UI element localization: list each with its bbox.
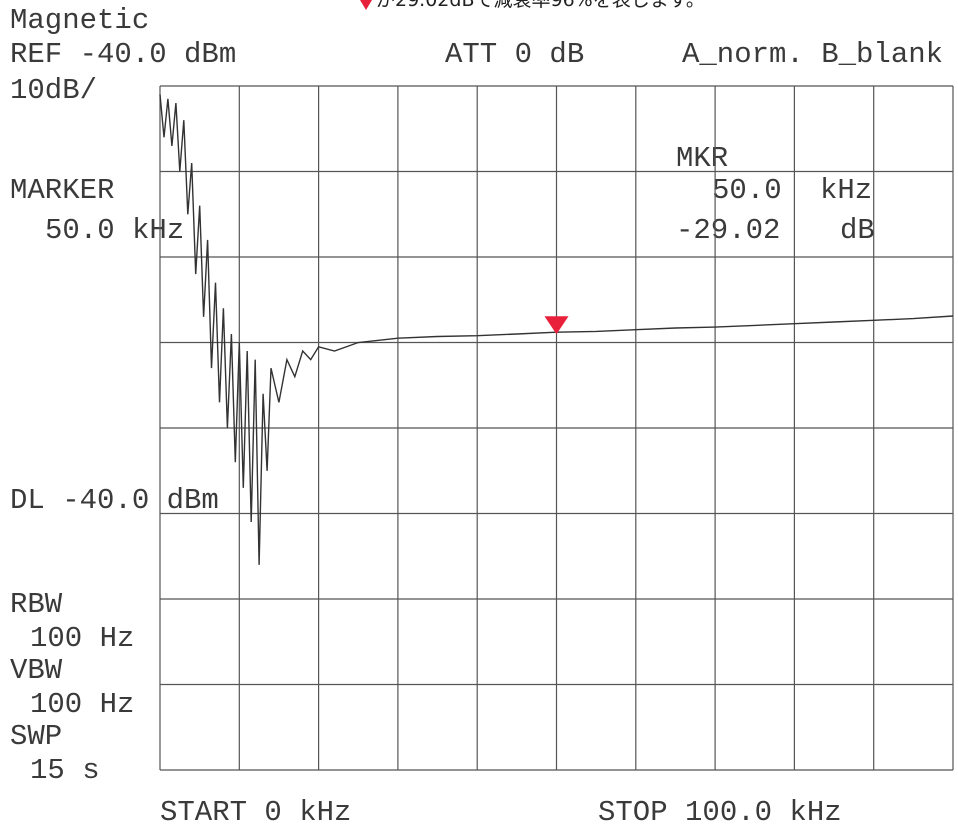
vbw-value: 100 Hz bbox=[30, 688, 134, 721]
vbw-label: VBW bbox=[10, 654, 63, 687]
sweep-value: 15 s bbox=[30, 754, 100, 787]
trace-mode: A_norm. B_blank bbox=[682, 38, 943, 71]
stop-frequency: STOP 100.0 kHz bbox=[598, 796, 842, 829]
mkr-readout-level: -29.02 bbox=[676, 214, 780, 247]
marker bbox=[544, 316, 569, 335]
caption-marker-icon bbox=[360, 0, 372, 10]
mkr-readout-freq: 50.0 bbox=[712, 174, 782, 207]
scale: 10dB/ bbox=[10, 74, 97, 107]
display-line: DL -40.0 dBm bbox=[10, 484, 219, 517]
rbw-label: RBW bbox=[10, 588, 63, 621]
marker-frequency: 50.0 kHz bbox=[45, 214, 184, 247]
marker-label: MARKER bbox=[10, 174, 114, 207]
mkr-readout-level-unit: dB bbox=[840, 214, 875, 247]
start-frequency: START 0 kHz bbox=[160, 796, 351, 829]
trace bbox=[159, 94, 954, 565]
caption: が29.02dBで減衰率96%を表します。 bbox=[376, 0, 705, 11]
ref-level: REF -40.0 dBm bbox=[10, 38, 236, 71]
mkr-readout-freq-unit: kHz bbox=[820, 174, 872, 207]
rbw-value: 100 Hz bbox=[30, 622, 134, 655]
mode-label: Magnetic bbox=[10, 4, 149, 37]
sweep-label: SWP bbox=[10, 720, 62, 753]
mkr-readout-label: MKR bbox=[676, 142, 728, 175]
attenuation: ATT 0 dB bbox=[445, 38, 584, 71]
